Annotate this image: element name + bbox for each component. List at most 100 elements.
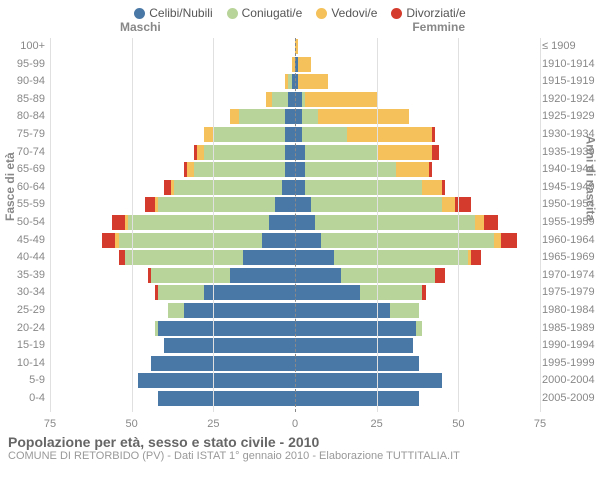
x-tick-label: 75 xyxy=(44,418,56,430)
birthyear-label: 1980-1984 xyxy=(542,302,598,319)
bar-segment xyxy=(295,268,341,283)
bar-segment xyxy=(295,250,334,265)
bar-segment xyxy=(305,145,377,160)
x-tick-label: 25 xyxy=(371,418,383,430)
bar-segment xyxy=(285,109,295,124)
bar-segment xyxy=(471,250,481,265)
gridline xyxy=(540,38,541,412)
bar-segment xyxy=(158,285,204,300)
legend-swatch xyxy=(227,8,238,19)
bar-male xyxy=(164,338,295,353)
bar-male xyxy=(285,74,295,89)
bar-segment xyxy=(422,180,442,195)
birthyear-label: ≤ 1909 xyxy=(542,38,598,55)
gridline xyxy=(377,38,378,412)
legend-label: Vedovi/e xyxy=(331,6,377,20)
bar-segment xyxy=(390,303,419,318)
bar-female xyxy=(295,373,442,388)
center-line xyxy=(295,38,296,412)
bar-segment xyxy=(484,215,497,230)
bar-male xyxy=(155,285,295,300)
legend-label: Coniugati/e xyxy=(242,6,303,20)
bar-segment xyxy=(305,180,423,195)
bar-segment xyxy=(285,145,295,160)
bar-segment xyxy=(318,109,409,124)
bar-segment xyxy=(347,127,432,142)
bar-segment xyxy=(230,268,295,283)
birthyear-label: 1925-1929 xyxy=(542,108,598,125)
age-label: 10-14 xyxy=(3,355,45,372)
bar-female xyxy=(295,321,422,336)
birthyear-label: 1910-1914 xyxy=(542,56,598,73)
legend-item: Celibi/Nubili xyxy=(134,6,212,20)
bar-segment xyxy=(295,321,416,336)
bar-segment xyxy=(422,285,425,300)
bar-segment xyxy=(269,215,295,230)
bar-female xyxy=(295,338,413,353)
plot-area: Fasce di età Anni di nascita 100+≤ 19099… xyxy=(50,38,540,430)
label-females: Femmine xyxy=(412,20,465,34)
age-label: 75-79 xyxy=(3,126,45,143)
birthyear-label: 1965-1969 xyxy=(542,249,598,266)
bar-male xyxy=(168,303,295,318)
legend-item: Divorziati/e xyxy=(391,6,465,20)
bar-male xyxy=(138,373,295,388)
bar-segment xyxy=(377,145,433,160)
bar-male xyxy=(158,391,295,406)
bar-female xyxy=(295,233,517,248)
gender-labels: Maschi Femmine xyxy=(0,20,600,38)
birthyear-label: 1970-1974 xyxy=(542,267,598,284)
birthyear-label: 1935-1939 xyxy=(542,144,598,161)
birthyear-label: 2005-2009 xyxy=(542,390,598,407)
bar-male xyxy=(112,215,295,230)
bar-segment xyxy=(295,338,413,353)
gridline xyxy=(132,38,133,412)
bar-male xyxy=(164,180,295,195)
age-label: 85-89 xyxy=(3,91,45,108)
bar-segment xyxy=(158,197,276,212)
bar-segment xyxy=(275,197,295,212)
bar-segment xyxy=(272,92,288,107)
age-label: 0-4 xyxy=(3,390,45,407)
bar-male xyxy=(266,92,295,107)
bar-segment xyxy=(151,356,295,371)
birthyear-label: 1975-1979 xyxy=(542,284,598,301)
legend-label: Divorziati/e xyxy=(406,6,465,20)
label-males: Maschi xyxy=(120,20,161,34)
bar-segment xyxy=(243,250,295,265)
bar-segment xyxy=(230,109,240,124)
bar-male xyxy=(184,162,295,177)
bar-segment xyxy=(145,197,155,212)
legend-swatch xyxy=(316,8,327,19)
bar-segment xyxy=(416,321,423,336)
bar-segment xyxy=(305,162,396,177)
birthyear-label: 1940-1944 xyxy=(542,161,598,178)
bar-segment xyxy=(295,145,305,160)
bar-segment xyxy=(174,180,282,195)
bar-female xyxy=(295,197,471,212)
age-label: 50-54 xyxy=(3,214,45,231)
birthyear-label: 1920-1924 xyxy=(542,91,598,108)
bar-segment xyxy=(128,215,268,230)
age-label: 60-64 xyxy=(3,179,45,196)
bar-female xyxy=(295,268,445,283)
bar-segment xyxy=(298,57,311,72)
bar-segment xyxy=(442,197,455,212)
bar-segment xyxy=(302,109,318,124)
legend-swatch xyxy=(391,8,402,19)
bar-segment xyxy=(295,303,390,318)
bar-segment xyxy=(168,303,184,318)
bar-segment xyxy=(429,162,432,177)
bar-female xyxy=(295,250,481,265)
bar-segment xyxy=(119,233,263,248)
age-label: 65-69 xyxy=(3,161,45,178)
bar-segment xyxy=(262,233,295,248)
bar-segment xyxy=(282,180,295,195)
bar-segment xyxy=(204,127,214,142)
bar-segment xyxy=(334,250,468,265)
bar-female xyxy=(295,356,419,371)
bar-segment xyxy=(194,162,285,177)
bar-male xyxy=(145,197,295,212)
birthyear-label: 1915-1919 xyxy=(542,73,598,90)
bar-segment xyxy=(285,127,295,142)
